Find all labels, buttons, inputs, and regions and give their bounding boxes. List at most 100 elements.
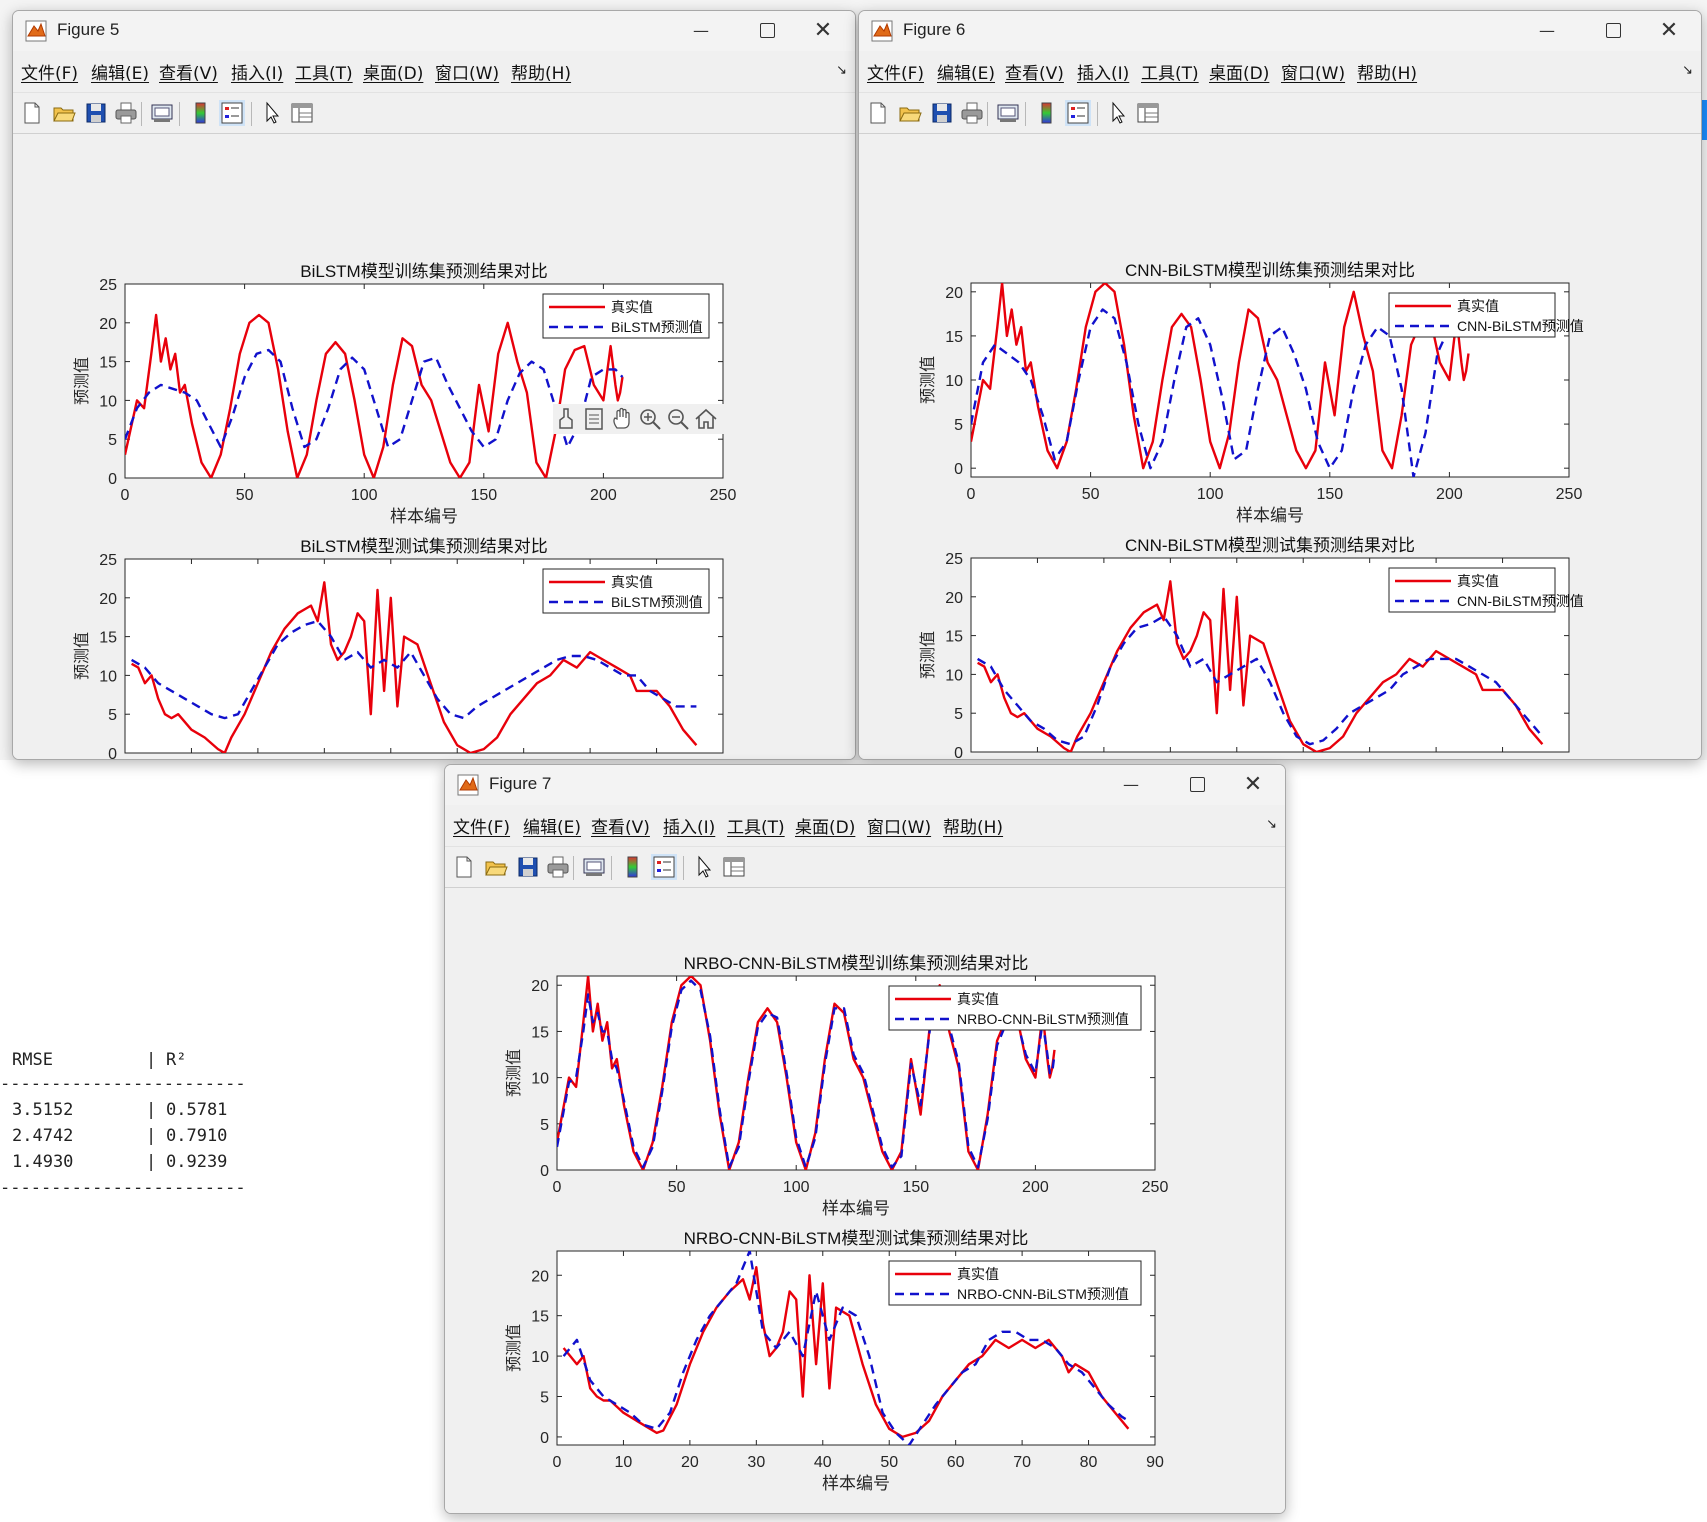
- menu-item-2[interactable]: 查看(V): [159, 64, 218, 84]
- print-preview-icon[interactable]: [995, 100, 1021, 126]
- new-file-icon[interactable]: [865, 100, 891, 126]
- print-icon[interactable]: [959, 100, 985, 126]
- menu-item-7[interactable]: 帮助(H): [1357, 64, 1418, 84]
- y-tick-label: 0: [540, 1430, 549, 1447]
- minimize-button[interactable]: —: [1539, 20, 1555, 40]
- close-button[interactable]: ✕: [1243, 771, 1263, 797]
- menu-item-4[interactable]: 工具(T): [727, 818, 785, 838]
- figure-window-6[interactable]: Figure 6 — ✕ 文件(F) 编辑(E) 查看(V) 插入(I) 工具(T) 桌面(D)…: [858, 10, 1702, 760]
- menu-item-1[interactable]: 编辑(E): [523, 818, 582, 838]
- close-button[interactable]: ✕: [1659, 17, 1679, 43]
- zoom-out-icon[interactable]: [665, 406, 691, 432]
- menu-item-2[interactable]: 查看(V): [591, 818, 650, 838]
- colorbar-icon[interactable]: [1033, 100, 1059, 126]
- legend-icon[interactable]: [219, 100, 245, 126]
- menu-item-6[interactable]: 窗口(W): [867, 818, 932, 838]
- pointer-icon[interactable]: [259, 100, 285, 126]
- menu-item-5[interactable]: 桌面(D): [795, 818, 856, 838]
- title-bar[interactable]: Figure 6 — ✕: [859, 11, 1701, 51]
- new-file-icon[interactable]: [451, 854, 477, 880]
- legend-label: NRBO-CNN-BiLSTM预测值: [957, 1011, 1129, 1027]
- pointer-icon[interactable]: [1105, 100, 1131, 126]
- title-bar[interactable]: Figure 7 — ✕: [445, 765, 1285, 805]
- property-inspector-icon[interactable]: [1135, 100, 1161, 126]
- figure-window-5[interactable]: Figure 5 — ✕ 文件(F) 编辑(E) 查看(V) 插入(I) 工具(T) 桌面(D)…: [12, 10, 856, 760]
- x-tick-label: 0: [967, 486, 976, 503]
- menu-item-4[interactable]: 工具(T): [1141, 64, 1199, 84]
- menu-item-6[interactable]: 窗口(W): [1281, 64, 1346, 84]
- minimize-button[interactable]: —: [1123, 774, 1139, 794]
- legend-icon[interactable]: [1065, 100, 1091, 126]
- close-button[interactable]: ✕: [813, 17, 833, 43]
- metrics-rmse-2: 2.4742: [12, 1126, 74, 1146]
- menu-item-1[interactable]: 编辑(E): [937, 64, 996, 84]
- menu-item-0[interactable]: 文件(F): [21, 64, 79, 84]
- print-icon[interactable]: [113, 100, 139, 126]
- pan-icon[interactable]: [609, 406, 635, 432]
- brush-icon[interactable]: [553, 406, 579, 432]
- chart-1[interactable]: 01020304050607080900510152025BiLSTM模型测试集…: [13, 134, 853, 759]
- legend[interactable]: [542, 568, 710, 614]
- open-file-icon[interactable]: [483, 854, 509, 880]
- save-icon[interactable]: [83, 100, 109, 126]
- menu-item-7[interactable]: 帮助(H): [943, 818, 1004, 838]
- y-axis-label: 预测值: [918, 631, 937, 679]
- print-icon[interactable]: [545, 854, 571, 880]
- maximize-button[interactable]: [745, 15, 789, 45]
- menu-expand-icon[interactable]: ↘: [1266, 817, 1277, 832]
- legend[interactable]: [1388, 292, 1556, 338]
- print-preview-icon[interactable]: [581, 854, 607, 880]
- menu-item-3[interactable]: 插入(I): [663, 818, 716, 838]
- menu-item-1[interactable]: 编辑(E): [91, 64, 150, 84]
- menu-item-3[interactable]: 插入(I): [231, 64, 284, 84]
- menu-item-7[interactable]: 帮助(H): [511, 64, 572, 84]
- chart-5[interactable]: 0 10 20 30 40 50 60 70 80 9005101520NRBO-CNN-BiLS…: [445, 888, 1285, 1513]
- colorbar-icon[interactable]: [619, 854, 645, 880]
- maximize-button[interactable]: [1591, 15, 1635, 45]
- menu-item-2[interactable]: 查看(V): [1005, 64, 1064, 84]
- legend-icon[interactable]: [651, 854, 677, 880]
- menu-item-4[interactable]: 工具(T): [295, 64, 353, 84]
- menu-item-6[interactable]: 窗口(W): [435, 64, 500, 84]
- property-inspector-icon[interactable]: [289, 100, 315, 126]
- colorbar-icon[interactable]: [187, 100, 213, 126]
- x-tick-label: 20: [681, 1454, 699, 1471]
- menu-item-0[interactable]: 文件(F): [453, 818, 511, 838]
- property-inspector-icon[interactable]: [721, 854, 747, 880]
- y-tick-label: 15: [945, 329, 963, 346]
- menu-item-5[interactable]: 桌面(D): [1209, 64, 1270, 84]
- menu-expand-icon[interactable]: ↘: [1682, 63, 1693, 78]
- figure-window-7[interactable]: Figure 7 — ✕ 文件(F) 编辑(E) 查看(V) 插入(I) 工具(T) 桌面(D)…: [444, 764, 1286, 1514]
- save-icon[interactable]: [515, 854, 541, 880]
- legend[interactable]: [1388, 567, 1556, 613]
- chart-title: BiLSTM模型测试集预测结果对比: [300, 537, 547, 556]
- chart-4[interactable]: 0 50 100 150 200 25005101520NRBO-CNN-BiLSTM模型…: [445, 888, 1285, 1513]
- minimize-button[interactable]: —: [693, 20, 709, 40]
- chart-3[interactable]: 01020304050607080900510152025CNN-BiLSTM模…: [859, 134, 1699, 759]
- chart-2[interactable]: 0 50 100 150 200 25005101520CNN-BiLSTM模型训练集预测…: [859, 134, 1699, 759]
- home-icon[interactable]: [693, 406, 719, 432]
- menu-item-3[interactable]: 插入(I): [1077, 64, 1130, 84]
- pointer-icon[interactable]: [691, 854, 717, 880]
- print-preview-icon[interactable]: [149, 100, 175, 126]
- maximize-button[interactable]: [1175, 769, 1219, 799]
- save-icon[interactable]: [929, 100, 955, 126]
- open-file-icon[interactable]: [897, 100, 923, 126]
- menu-item-0[interactable]: 文件(F): [867, 64, 925, 84]
- menu-expand-icon[interactable]: ↘: [836, 63, 847, 78]
- legend[interactable]: [888, 985, 1142, 1031]
- x-tick-label: 80: [1080, 1454, 1098, 1471]
- new-file-icon[interactable]: [19, 100, 45, 126]
- legend[interactable]: [542, 293, 710, 339]
- open-file-icon[interactable]: [51, 100, 77, 126]
- zoom-in-icon[interactable]: [637, 406, 663, 432]
- x-tick-label: 0: [553, 1179, 562, 1196]
- title-bar[interactable]: Figure 5 — ✕: [13, 11, 855, 51]
- x-tick-label: 50: [1082, 486, 1100, 503]
- series-line-1: [125, 348, 624, 449]
- y-tick-label: 10: [945, 373, 963, 390]
- chart-0[interactable]: 0 50 100 150 200 2500510152025BiLSTM模型训练集预测结果…: [13, 134, 853, 759]
- legend[interactable]: [888, 1260, 1142, 1306]
- data-tips-icon[interactable]: [581, 406, 607, 432]
- menu-item-5[interactable]: 桌面(D): [363, 64, 424, 84]
